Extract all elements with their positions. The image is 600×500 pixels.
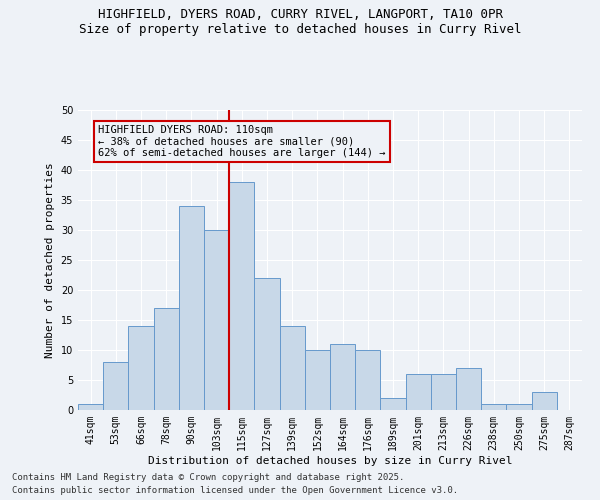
Bar bbox=[154, 308, 179, 410]
Bar bbox=[456, 368, 481, 410]
Bar bbox=[355, 350, 380, 410]
Text: HIGHFIELD, DYERS ROAD, CURRY RIVEL, LANGPORT, TA10 0PR: HIGHFIELD, DYERS ROAD, CURRY RIVEL, LANG… bbox=[97, 8, 503, 20]
Text: Size of property relative to detached houses in Curry Rivel: Size of property relative to detached ho… bbox=[79, 22, 521, 36]
Bar bbox=[330, 344, 355, 410]
Bar bbox=[103, 362, 128, 410]
Bar bbox=[481, 404, 506, 410]
Bar bbox=[431, 374, 456, 410]
Y-axis label: Number of detached properties: Number of detached properties bbox=[45, 162, 55, 358]
Bar bbox=[78, 404, 103, 410]
Bar bbox=[406, 374, 431, 410]
Text: Contains HM Land Registry data © Crown copyright and database right 2025.: Contains HM Land Registry data © Crown c… bbox=[12, 474, 404, 482]
Text: HIGHFIELD DYERS ROAD: 110sqm
← 38% of detached houses are smaller (90)
62% of se: HIGHFIELD DYERS ROAD: 110sqm ← 38% of de… bbox=[98, 125, 386, 158]
Bar bbox=[532, 392, 557, 410]
Bar bbox=[254, 278, 280, 410]
X-axis label: Distribution of detached houses by size in Curry Rivel: Distribution of detached houses by size … bbox=[148, 456, 512, 466]
Bar bbox=[280, 326, 305, 410]
Text: Contains public sector information licensed under the Open Government Licence v3: Contains public sector information licen… bbox=[12, 486, 458, 495]
Bar bbox=[380, 398, 406, 410]
Bar bbox=[506, 404, 532, 410]
Bar bbox=[179, 206, 204, 410]
Bar bbox=[204, 230, 229, 410]
Bar bbox=[128, 326, 154, 410]
Bar bbox=[305, 350, 330, 410]
Bar bbox=[229, 182, 254, 410]
